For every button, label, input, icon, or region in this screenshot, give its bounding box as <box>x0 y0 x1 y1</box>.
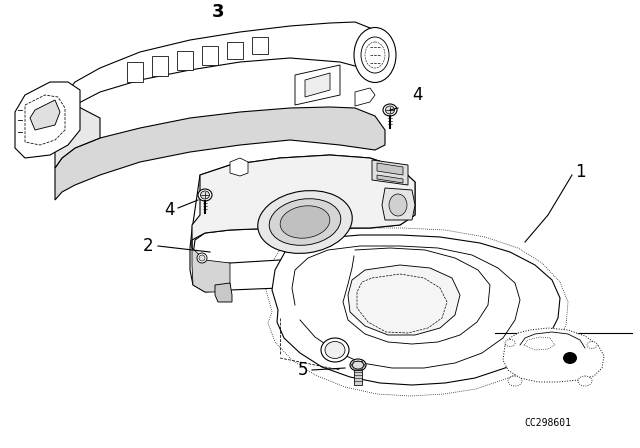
Ellipse shape <box>389 194 407 216</box>
Polygon shape <box>55 22 385 130</box>
Polygon shape <box>295 65 340 105</box>
Polygon shape <box>305 73 330 97</box>
Polygon shape <box>127 62 143 82</box>
Ellipse shape <box>587 341 597 349</box>
Ellipse shape <box>197 253 207 263</box>
Ellipse shape <box>350 359 366 371</box>
Polygon shape <box>55 107 385 200</box>
Polygon shape <box>25 95 65 145</box>
Ellipse shape <box>361 37 389 73</box>
Text: 3: 3 <box>212 3 224 21</box>
Ellipse shape <box>383 104 397 116</box>
Polygon shape <box>503 328 604 382</box>
Polygon shape <box>372 160 408 185</box>
Polygon shape <box>272 235 560 385</box>
Ellipse shape <box>505 340 515 346</box>
Ellipse shape <box>200 191 209 199</box>
Text: 4: 4 <box>412 86 422 104</box>
Polygon shape <box>230 158 248 176</box>
Polygon shape <box>354 370 362 385</box>
Polygon shape <box>377 163 403 175</box>
Ellipse shape <box>385 106 394 114</box>
Ellipse shape <box>563 352 577 364</box>
Ellipse shape <box>353 361 364 369</box>
Polygon shape <box>192 240 230 292</box>
Polygon shape <box>55 105 100 168</box>
Ellipse shape <box>199 255 205 261</box>
Polygon shape <box>348 265 460 335</box>
Ellipse shape <box>325 341 345 358</box>
Polygon shape <box>524 337 555 350</box>
Ellipse shape <box>198 189 212 201</box>
Text: 4: 4 <box>164 201 175 219</box>
Polygon shape <box>202 46 218 65</box>
Polygon shape <box>152 56 168 76</box>
Polygon shape <box>252 37 268 54</box>
Ellipse shape <box>354 27 396 82</box>
Polygon shape <box>192 155 415 240</box>
Text: 5: 5 <box>298 361 308 379</box>
Polygon shape <box>15 82 80 158</box>
Text: CC298601: CC298601 <box>525 418 572 428</box>
Polygon shape <box>355 88 375 106</box>
Polygon shape <box>177 51 193 70</box>
Ellipse shape <box>578 376 592 386</box>
Polygon shape <box>215 283 232 302</box>
Text: 2: 2 <box>142 237 153 255</box>
Polygon shape <box>227 42 243 59</box>
Polygon shape <box>382 188 415 220</box>
Text: 1: 1 <box>575 163 586 181</box>
Polygon shape <box>377 175 403 183</box>
Ellipse shape <box>280 206 330 238</box>
Ellipse shape <box>258 190 352 254</box>
Ellipse shape <box>269 198 340 246</box>
Polygon shape <box>30 100 60 130</box>
Ellipse shape <box>321 338 349 362</box>
Ellipse shape <box>508 376 522 386</box>
Ellipse shape <box>365 42 385 68</box>
Polygon shape <box>190 155 415 292</box>
